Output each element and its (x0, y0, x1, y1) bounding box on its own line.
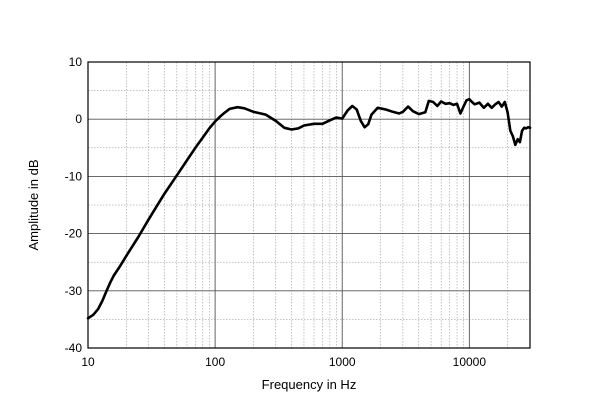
x-tick-label: 100 (205, 355, 225, 369)
y-axis-ticks: 10 0 -10 -20 -30 -40 (65, 55, 83, 355)
response-curve (86, 97, 532, 320)
x-axis-ticks: 10 100 1000 10000 (81, 355, 486, 369)
x-tick-label: 1000 (329, 355, 356, 369)
x-tick-label: 10 (81, 355, 95, 369)
x-tick-label: 10000 (453, 355, 487, 369)
y-tick-label: 10 (69, 55, 83, 69)
y-tick-label: -40 (65, 341, 83, 355)
response-series (86, 97, 532, 320)
y-tick-label: -10 (65, 169, 83, 183)
plot-area-frame (87, 61, 531, 349)
y-tick-label: -20 (65, 227, 83, 241)
y-tick-label: -30 (65, 284, 83, 298)
x-axis-title: Frequency in Hz (262, 377, 357, 392)
y-axis-title: Amplitude in dB (26, 159, 41, 250)
y-tick-label: 0 (75, 112, 82, 126)
